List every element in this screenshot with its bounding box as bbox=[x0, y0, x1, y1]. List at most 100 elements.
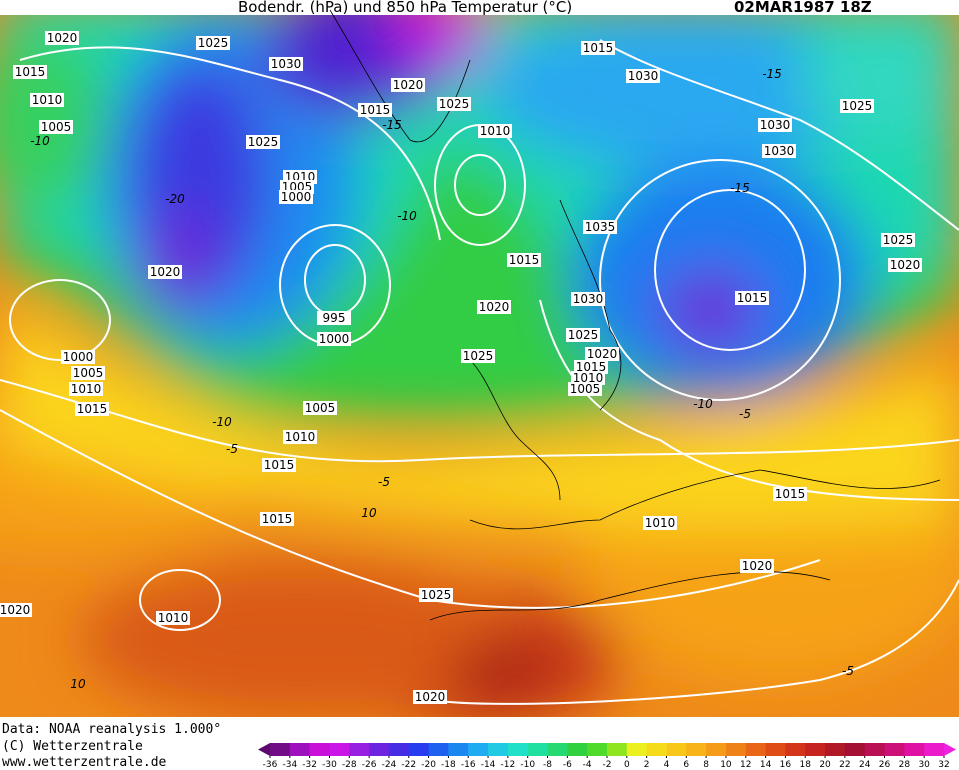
temperature-label: -15 bbox=[762, 67, 782, 81]
isobar-label-box bbox=[0, 603, 32, 617]
isobar-label: 1025 bbox=[198, 36, 229, 50]
isobar-label: 1020 bbox=[415, 690, 446, 704]
colorbar-segment bbox=[289, 743, 311, 756]
isobar-label: 1015 bbox=[583, 41, 614, 55]
colorbar-segment bbox=[646, 743, 667, 756]
temperature-label: 10 bbox=[70, 677, 86, 691]
colorbar-segment bbox=[587, 743, 608, 756]
colorbar-tick-label: -24 bbox=[382, 760, 397, 770]
isobar-label-box bbox=[13, 65, 47, 79]
colorbar-tick-label: -22 bbox=[401, 760, 416, 770]
isobar-label-box bbox=[773, 487, 807, 501]
colorbar-tick-label: 14 bbox=[760, 760, 772, 770]
colorbar-segment bbox=[349, 743, 370, 756]
colorbar-segment bbox=[844, 743, 866, 756]
isobar-label: 1025 bbox=[439, 97, 470, 111]
isobar-label-box bbox=[626, 69, 660, 83]
isobar-label-box bbox=[39, 120, 73, 134]
isobar-label: 1015 bbox=[576, 360, 607, 374]
isobar-label-box bbox=[881, 233, 915, 247]
isobar-label: 1025 bbox=[568, 328, 599, 342]
isobar-label: 1020 bbox=[479, 300, 510, 314]
isobar-label-box bbox=[571, 292, 605, 306]
colorbar-tick-label: -10 bbox=[520, 760, 535, 770]
colorbar-segment bbox=[785, 743, 806, 756]
colorbar-tick-label: 4 bbox=[664, 760, 670, 770]
isobar-label: 1020 bbox=[587, 347, 618, 361]
temperature-label: -10 bbox=[30, 134, 50, 148]
colorbar-segment bbox=[388, 743, 410, 756]
colorbar-segment bbox=[567, 743, 588, 756]
isobar-label: 1005 bbox=[570, 382, 601, 396]
isobar-label-box bbox=[478, 124, 512, 138]
colorbar-tick-label: 32 bbox=[938, 760, 949, 770]
colorbar-segment bbox=[825, 743, 846, 756]
temperature-label: -5 bbox=[739, 407, 751, 421]
colorbar-tick-label: 26 bbox=[879, 760, 891, 770]
colorbar: -36 -34 -32 -30 -28 -26 -24 -22 -20 -18 -16 -14 -12-… bbox=[258, 743, 956, 770]
colorbar-tick-label: 30 bbox=[918, 760, 930, 770]
colorbar-segment bbox=[547, 743, 568, 756]
isobar-label-box bbox=[419, 588, 453, 602]
isobar-label-box bbox=[758, 118, 792, 132]
isobar-label: 1035 bbox=[585, 220, 616, 234]
colorbar-segment bbox=[686, 743, 707, 756]
colorbar-segment bbox=[468, 743, 489, 756]
isobar-label: 1000 bbox=[319, 332, 350, 346]
temperature-field bbox=[0, 15, 959, 717]
isobar-label: 1005 bbox=[305, 401, 336, 415]
isobar-label: 1020 bbox=[150, 265, 181, 279]
isobar-label-box bbox=[585, 347, 619, 361]
colorbar-tick-label: -8 bbox=[543, 760, 552, 770]
isobar-label-box bbox=[71, 366, 105, 380]
isobar-label-box bbox=[148, 265, 182, 279]
colorbar-tick-label: -28 bbox=[342, 760, 357, 770]
isobar-label-box bbox=[303, 401, 337, 415]
isobar-label-box bbox=[735, 291, 769, 305]
isobar-label-box bbox=[568, 382, 602, 396]
isobar-label: 1015 bbox=[509, 253, 540, 267]
isobar-label: 1010 bbox=[480, 124, 511, 138]
isobar-label-box bbox=[269, 57, 303, 71]
isobar-label-box bbox=[358, 103, 392, 117]
footer-line: www.wetterzentrale.de bbox=[2, 755, 167, 770]
isobar-label: 1025 bbox=[883, 233, 914, 247]
colorbar-tick-label: -36 bbox=[263, 760, 278, 770]
colorbar-tick-label: 20 bbox=[819, 760, 831, 770]
colorbar-tick-label: -14 bbox=[481, 760, 496, 770]
colorbar-tick-label: -12 bbox=[501, 760, 516, 770]
colorbar-segment bbox=[329, 743, 350, 756]
colorbar-tick-label: -34 bbox=[282, 760, 297, 770]
isobar-label-box bbox=[246, 135, 280, 149]
isobar-label: 1015 bbox=[77, 402, 108, 416]
colorbar-segment bbox=[270, 743, 291, 756]
map-title: Bodendr. (hPa) und 850 hPa Temperatur (°… bbox=[238, 0, 572, 16]
isobar-label-box bbox=[30, 93, 64, 107]
colorbar-end bbox=[258, 743, 270, 756]
colorbar-tick-label: -18 bbox=[441, 760, 456, 770]
isobar-label: 1010 bbox=[71, 382, 102, 396]
colorbar-segment bbox=[765, 743, 786, 756]
colorbar-tick-label: -6 bbox=[563, 760, 572, 770]
colorbar-segment bbox=[745, 743, 767, 756]
isobar-label: 1005 bbox=[41, 120, 72, 134]
isobar-label: 995 bbox=[323, 311, 346, 325]
isobar-label: 1025 bbox=[421, 588, 452, 602]
isobar-label: 1020 bbox=[890, 258, 921, 272]
isobar-label-box bbox=[391, 78, 425, 92]
isobar-label: 1015 bbox=[360, 103, 391, 117]
isobar-label-box bbox=[762, 144, 796, 158]
colorbar-tick-label: -20 bbox=[421, 760, 436, 770]
colorbar-segment bbox=[666, 743, 687, 756]
isobar-label-box bbox=[279, 190, 313, 204]
isobar-label: 1015 bbox=[262, 512, 293, 526]
isobar-label: 1030 bbox=[573, 292, 604, 306]
isobar-label: 1010 bbox=[645, 516, 676, 530]
map-date: 02MAR1987 18Z bbox=[734, 0, 872, 16]
colorbar-segment bbox=[527, 743, 549, 756]
colorbar-segment bbox=[607, 743, 628, 756]
colorbar-segment bbox=[428, 743, 449, 756]
isobar-label: 1030 bbox=[764, 144, 795, 158]
